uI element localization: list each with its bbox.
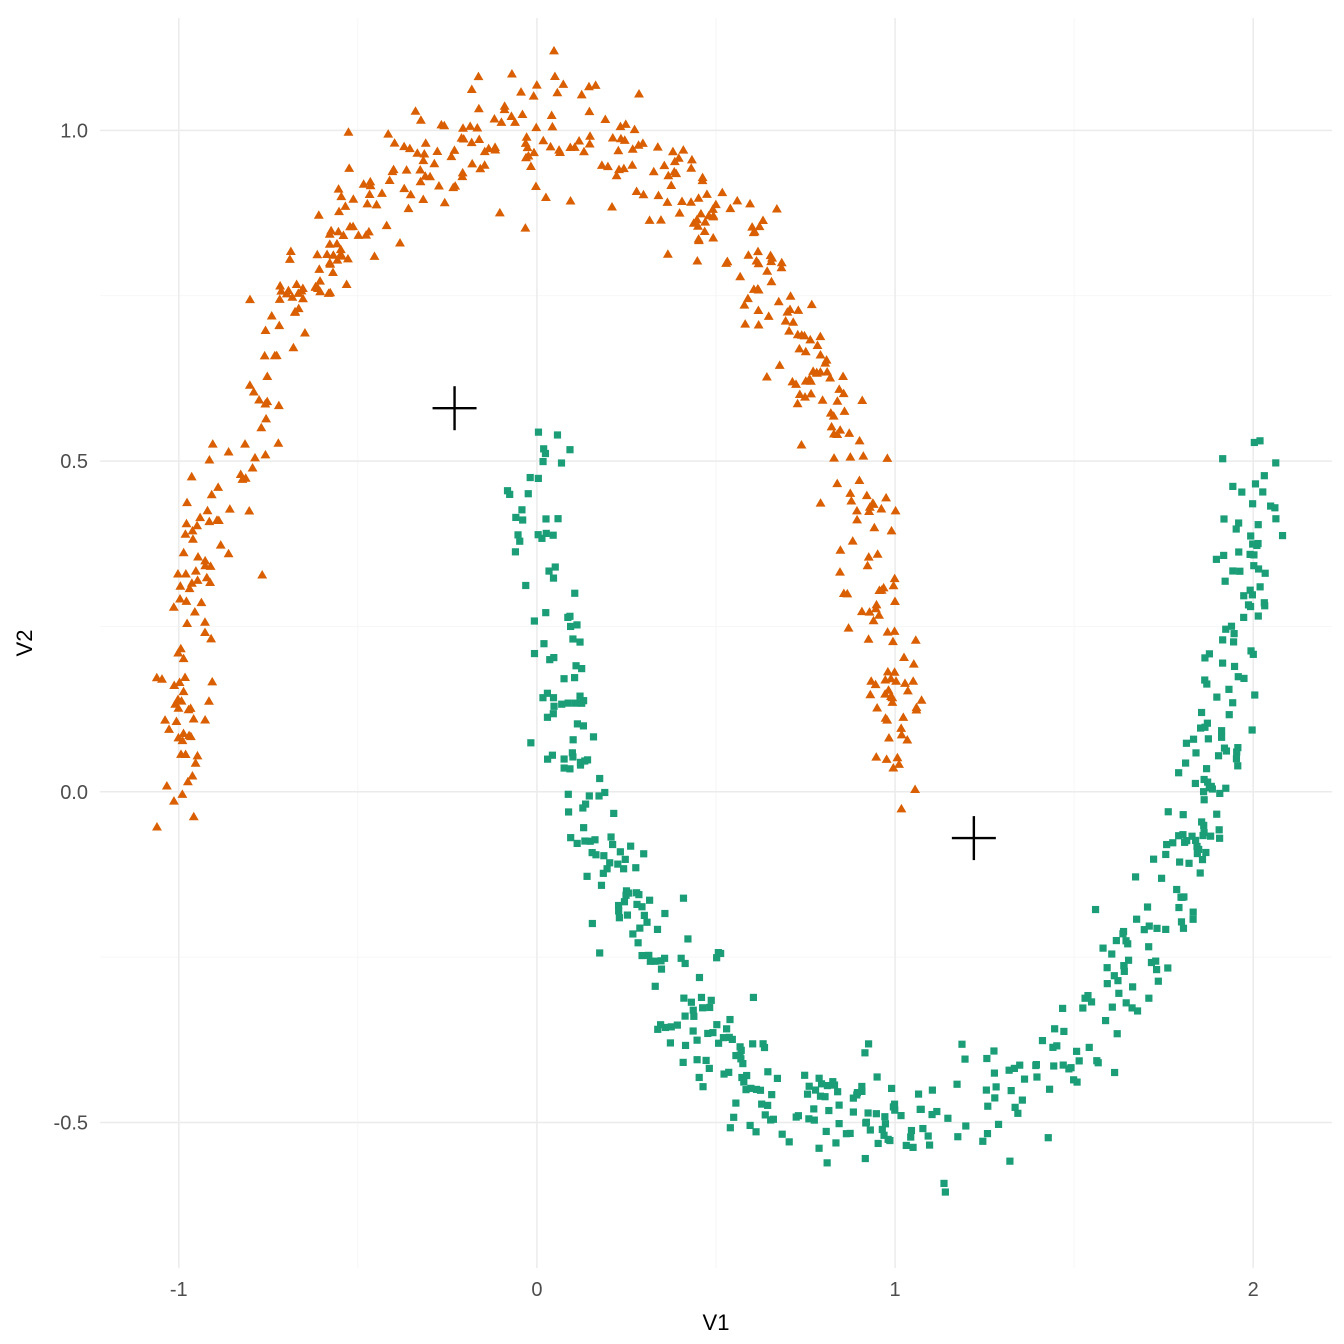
y-axis-title: V2 [12, 630, 37, 657]
x-axis-title: V1 [703, 1310, 730, 1335]
svg-text:2: 2 [1248, 1279, 1259, 1301]
svg-text:1.0: 1.0 [60, 120, 88, 142]
scatter-plot: -1 0 1 2 -0.5 0.0 0.5 1.0 V1 V2 [0, 0, 1344, 1344]
svg-text:-0.5: -0.5 [54, 1112, 88, 1134]
svg-text:1: 1 [890, 1279, 901, 1301]
svg-text:0.5: 0.5 [60, 451, 88, 473]
svg-text:0: 0 [531, 1279, 542, 1301]
svg-text:-1: -1 [170, 1279, 188, 1301]
svg-text:0.0: 0.0 [60, 782, 88, 804]
